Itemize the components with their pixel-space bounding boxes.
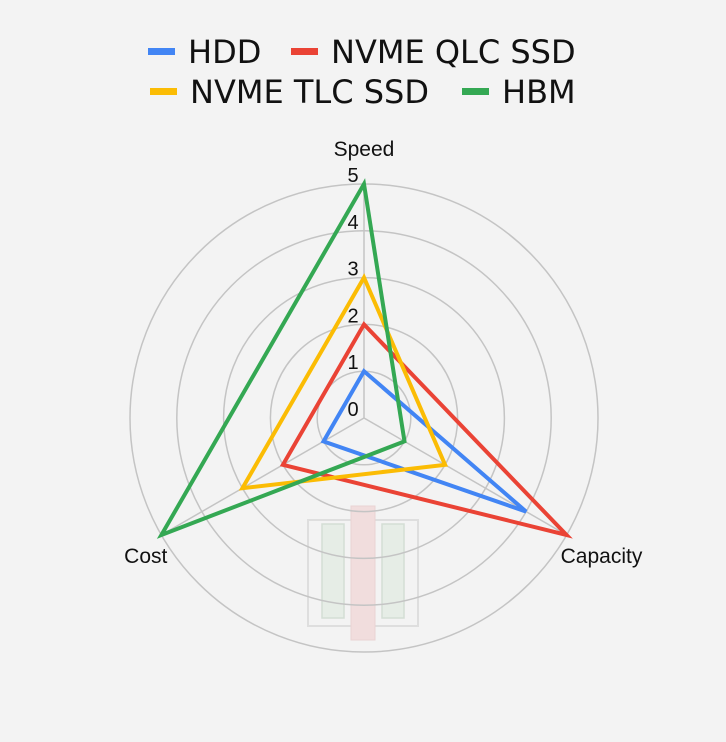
tick-label: 1 [347,352,358,374]
series-polygon-hbm [156,178,407,539]
legend-swatch [462,88,489,95]
legend-item: NVME QLC SSD [291,33,576,71]
chip-watermark [307,505,419,641]
axis-label-capacity: Capacity [561,545,643,568]
axis-spoke [160,417,365,536]
legend-item: NVME TLC SSD [150,73,429,111]
series-polygon-nvme-qlc-ssd [279,321,573,539]
legend-swatch [148,48,175,55]
legend-label: HBM [502,73,576,111]
series-polygon-nvme-tlc-ssd [238,273,449,491]
axis-spoke [363,417,568,536]
axis-label-speed: Speed [334,138,395,161]
legend-label: HDD [188,33,261,71]
legend-label: NVME TLC SSD [190,73,429,111]
tick-label: 2 [347,305,358,327]
axis-label-cost: Cost [124,545,167,568]
series-layer [156,178,573,539]
legend-item: HBM [462,73,576,111]
series-polygon-hdd [320,368,528,514]
radial-tick-labels: 0 1 2 3 4 5 [347,165,358,421]
tick-label: 5 [347,165,358,187]
legend-item: HDD [148,33,261,71]
legend-swatch [291,48,318,55]
axis-labels: Speed Capacity Cost [124,138,643,568]
tick-label: 4 [347,212,358,234]
tick-label: 0 [347,399,358,421]
legend-label: NVME QLC SSD [331,33,576,71]
tick-label: 3 [347,259,358,281]
legend-swatch [150,88,177,95]
